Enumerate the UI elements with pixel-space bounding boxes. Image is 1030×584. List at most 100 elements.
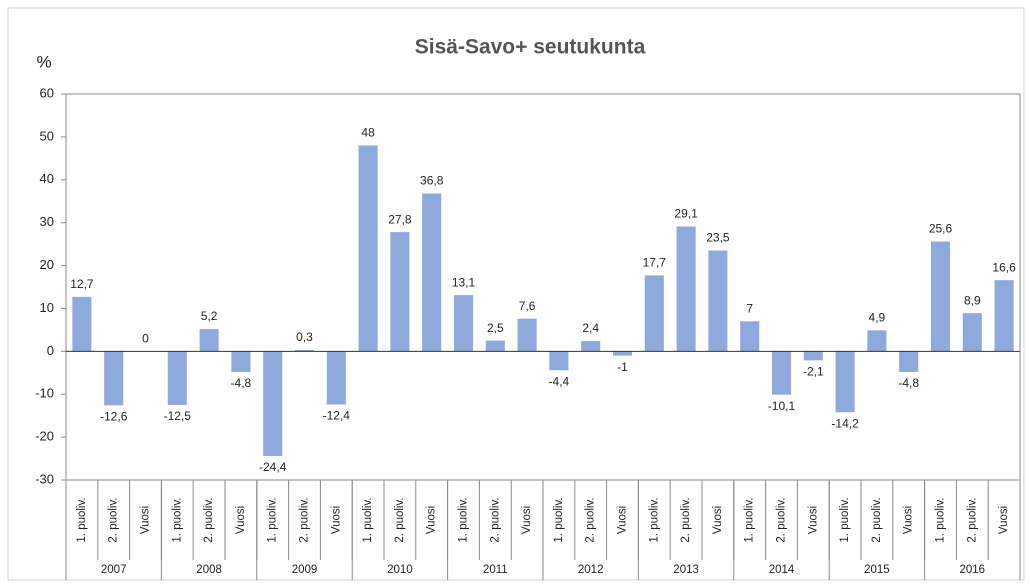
- y-tick-label: -20: [35, 429, 54, 444]
- y-tick-label: 0: [47, 343, 54, 358]
- bar: [517, 318, 537, 352]
- x-tick-label: 1. puoliv.: [267, 497, 279, 542]
- data-label: -1: [617, 360, 628, 374]
- bar: [962, 313, 982, 352]
- group-label: 2016: [960, 564, 986, 576]
- bar: [676, 226, 696, 352]
- data-label: 48: [361, 126, 375, 140]
- x-tick-label: 2. puoliv.: [108, 497, 120, 542]
- data-label: -10,1: [768, 399, 796, 413]
- x-tick-label: 2. puoliv.: [203, 497, 215, 542]
- data-label: 27,8: [388, 212, 412, 226]
- bar: [453, 295, 474, 352]
- data-label: 4,9: [869, 310, 886, 324]
- x-tick-label: 1. puoliv.: [648, 497, 660, 542]
- data-label: -12,5: [164, 409, 192, 423]
- x-tick-label: Vuosi: [807, 506, 819, 534]
- y-tick-label: 10: [40, 300, 54, 315]
- group-label: 2015: [864, 564, 890, 576]
- x-tick-label: Vuosi: [235, 506, 247, 534]
- bar: [104, 351, 124, 406]
- bar: [167, 351, 187, 405]
- bar: [581, 341, 601, 352]
- bar: [835, 351, 855, 413]
- group-label: 2010: [387, 564, 413, 576]
- y-tick-label: 60: [40, 85, 54, 100]
- x-tick-label: 1. puoliv.: [171, 497, 183, 542]
- data-label: 2,5: [487, 321, 504, 335]
- data-label: 29,1: [674, 207, 698, 221]
- bar: [263, 351, 283, 456]
- data-label: 2,4: [582, 321, 599, 335]
- bar: [485, 340, 505, 352]
- bar: [231, 351, 251, 372]
- data-label: -4,8: [898, 376, 919, 390]
- x-tick-label: Vuosi: [998, 506, 1010, 534]
- bar: [771, 351, 792, 395]
- x-tick-label: Vuosi: [617, 506, 629, 534]
- data-label: 0,3: [296, 330, 313, 344]
- group-label: 2008: [196, 564, 222, 576]
- group-label: 2009: [292, 564, 318, 576]
- bar: [708, 250, 728, 352]
- bar: [549, 351, 569, 371]
- y-tick-label: -30: [35, 471, 54, 486]
- x-tick-label: 1. puoliv.: [935, 497, 947, 542]
- data-label: 36,8: [420, 174, 444, 188]
- x-tick-label: Vuosi: [140, 506, 152, 534]
- x-tick-label: Vuosi: [712, 506, 724, 534]
- x-tick-label: 2. puoliv.: [585, 497, 597, 542]
- group-label: 2011: [483, 564, 508, 576]
- bar: [930, 241, 951, 352]
- x-tick-label: 1. puoliv.: [76, 497, 88, 542]
- data-label: -12,4: [323, 409, 351, 423]
- x-tick-label: 2. puoliv.: [489, 497, 501, 542]
- y-tick-label: -10: [35, 386, 54, 401]
- bar: [72, 296, 92, 352]
- data-label: -4,8: [231, 376, 252, 390]
- x-tick-label: 2. puoliv.: [680, 497, 692, 542]
- bar: [867, 330, 887, 352]
- x-tick-label: 1. puoliv.: [362, 497, 374, 542]
- plot-border: [65, 93, 1021, 481]
- group-label: 2014: [769, 564, 795, 576]
- data-label: 23,5: [706, 231, 730, 245]
- bar: [612, 351, 633, 356]
- bar: [358, 145, 378, 352]
- data-label: 12,7: [70, 277, 94, 291]
- x-tick-label: 1. puoliv.: [839, 497, 851, 542]
- data-label: 25,6: [929, 222, 953, 236]
- data-label: 16,6: [992, 260, 1016, 274]
- chart-border: [7, 7, 1025, 581]
- x-tick-label: 2. puoliv.: [394, 497, 406, 542]
- bar: [199, 329, 219, 352]
- y-tick-label: 20: [40, 257, 54, 272]
- data-label: 17,7: [643, 256, 667, 270]
- data-label: 5,2: [201, 309, 218, 323]
- x-tick-label: 2. puoliv.: [871, 497, 883, 542]
- data-label: 8,9: [964, 293, 981, 307]
- data-label: 0: [142, 332, 149, 346]
- x-tick-label: Vuosi: [521, 506, 533, 534]
- data-label: -2,1: [803, 365, 824, 379]
- x-tick-label: Vuosi: [903, 506, 915, 534]
- x-tick-label: 1. puoliv.: [744, 497, 756, 542]
- x-tick-label: 2. puoliv.: [776, 497, 788, 542]
- group-label: 2013: [673, 564, 699, 576]
- chart-title: Sisä-Savo+ seutukunta: [415, 36, 646, 59]
- data-label: -24,4: [259, 460, 287, 474]
- x-tick-label: Vuosi: [330, 506, 342, 534]
- bar: [294, 350, 315, 352]
- x-tick-label: 1. puoliv.: [458, 497, 470, 542]
- data-label: -4,4: [549, 374, 570, 388]
- group-label: 2007: [101, 564, 127, 576]
- data-label: 7,6: [519, 299, 536, 313]
- bar: [994, 280, 1014, 352]
- y-tick-label: 40: [40, 171, 54, 186]
- x-tick-label: 2. puoliv.: [299, 497, 311, 542]
- x-tick-label: 1. puoliv.: [553, 497, 565, 542]
- bar: [803, 351, 823, 361]
- y-tick-label: 50: [40, 128, 54, 143]
- bar: [326, 351, 346, 405]
